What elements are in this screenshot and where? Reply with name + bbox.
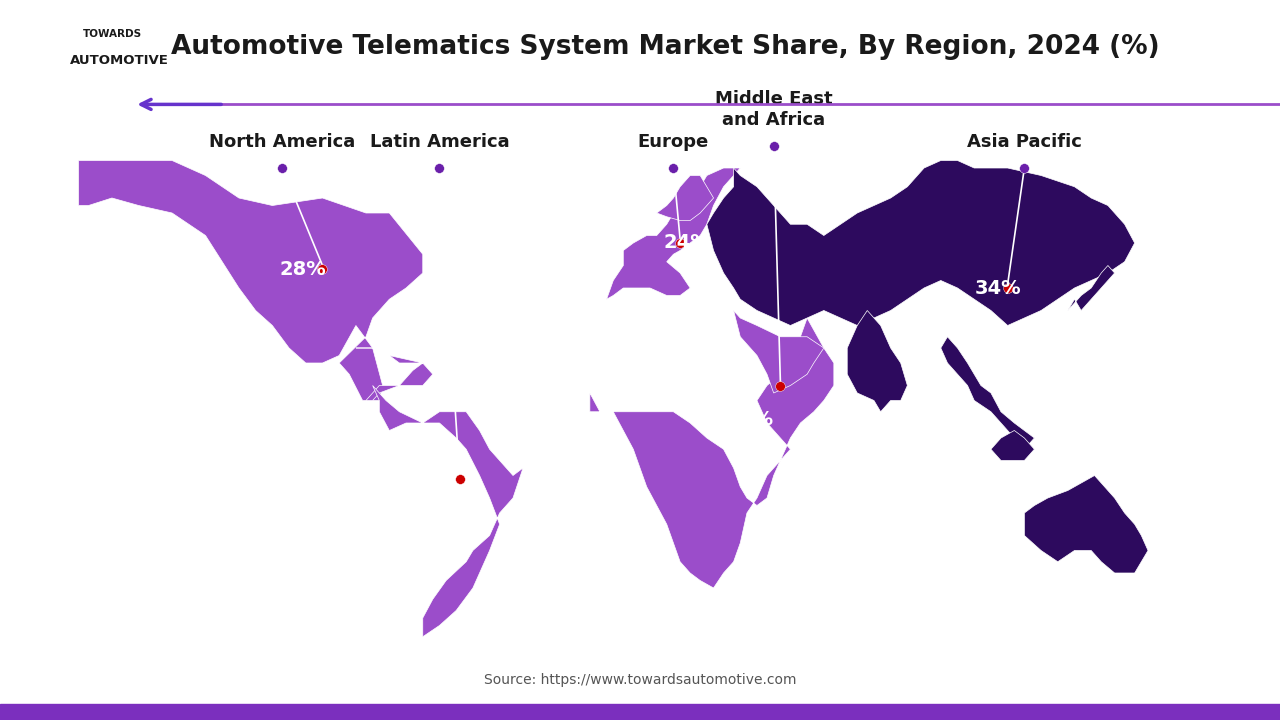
Text: TOWARDS: TOWARDS — [83, 29, 142, 39]
Text: 34%: 34% — [974, 279, 1021, 297]
Polygon shape — [991, 431, 1034, 461]
Text: 28%: 28% — [279, 260, 326, 279]
Polygon shape — [372, 385, 524, 636]
Text: Asia Pacific: Asia Pacific — [966, 133, 1082, 151]
Text: 5%: 5% — [740, 410, 773, 428]
Polygon shape — [1024, 475, 1148, 573]
Polygon shape — [356, 348, 433, 400]
Text: Automotive Telematics System Market Share, By Region, 2024 (%): Automotive Telematics System Market Shar… — [172, 34, 1160, 60]
Text: Source: https://www.towardsautomotive.com: Source: https://www.towardsautomotive.co… — [484, 673, 796, 688]
Polygon shape — [1068, 266, 1115, 310]
Polygon shape — [707, 161, 1134, 325]
Text: Middle East
and Africa: Middle East and Africa — [714, 90, 832, 129]
Text: AUTOMOTIVE: AUTOMOTIVE — [70, 54, 169, 67]
Polygon shape — [607, 168, 740, 300]
Text: North America: North America — [209, 133, 356, 151]
Polygon shape — [733, 310, 824, 393]
Text: 24%: 24% — [663, 233, 710, 253]
Polygon shape — [847, 310, 908, 412]
Text: 9%: 9% — [406, 481, 439, 500]
Polygon shape — [657, 176, 713, 220]
Polygon shape — [580, 318, 833, 588]
Text: Latin America: Latin America — [370, 133, 509, 151]
Polygon shape — [78, 161, 422, 400]
Text: Europe: Europe — [637, 133, 709, 151]
Polygon shape — [941, 337, 1034, 449]
